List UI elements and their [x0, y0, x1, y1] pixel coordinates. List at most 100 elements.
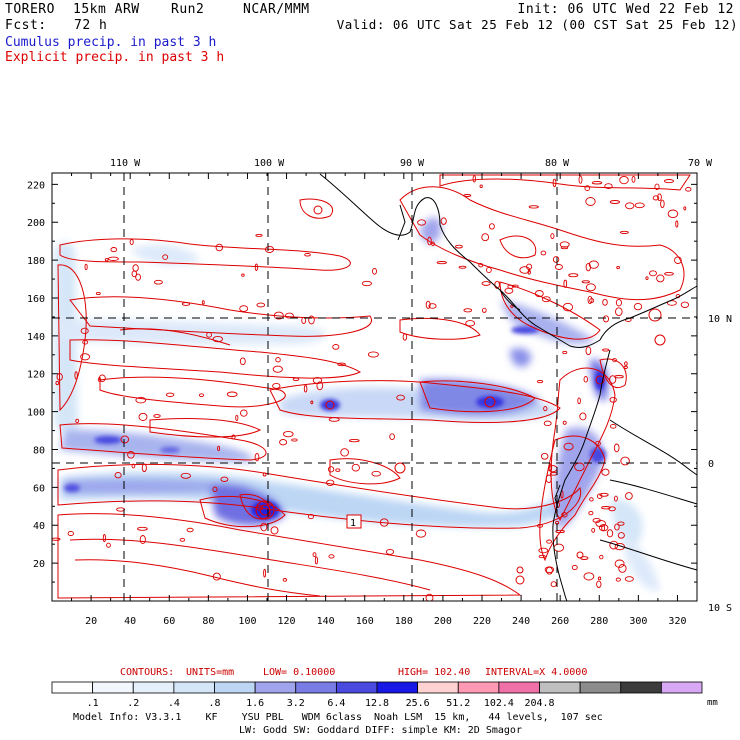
legend-swatch	[173, 681, 215, 694]
y-tick-label: 60	[33, 483, 45, 494]
precip-cell	[301, 316, 307, 325]
x-tick-label: 20	[85, 616, 97, 627]
grid-spacing: 15km ARW	[73, 2, 140, 17]
precip-cell	[536, 523, 544, 528]
precip-cell	[553, 543, 565, 552]
precip-cell	[528, 205, 539, 209]
precip-cell	[206, 332, 213, 338]
precip-cell	[609, 423, 617, 429]
legend-label: .4	[168, 698, 180, 709]
explicit-title: Explicit precip. in past 3 h	[5, 50, 225, 65]
precip-cell	[463, 308, 473, 313]
precip-cell	[540, 452, 549, 460]
precip-cell	[255, 505, 264, 511]
precip-cell	[624, 361, 628, 366]
precip-cell	[602, 315, 610, 323]
legend-swatch	[376, 681, 419, 694]
legend-label: 102.4	[484, 698, 514, 709]
lat-label: 0	[708, 459, 714, 470]
precip-cell	[488, 223, 495, 230]
precip-cell	[104, 257, 109, 262]
precip-cell	[428, 303, 437, 309]
y-tick-label: 120	[27, 370, 45, 381]
precip-cell	[263, 568, 267, 578]
precip-cell	[463, 194, 472, 197]
precip-cell	[609, 396, 617, 403]
precip-cell	[431, 241, 435, 247]
precip-cell	[585, 283, 596, 292]
legend-swatch	[254, 681, 297, 694]
precip-cell	[102, 533, 106, 543]
precip-cell	[272, 382, 281, 389]
precip-cell	[201, 300, 205, 305]
legend-label: .8	[208, 698, 220, 709]
precip-cell	[137, 526, 148, 531]
precip-cell	[181, 302, 191, 306]
x-tick-label: 60	[163, 616, 175, 627]
precip-cell	[617, 532, 625, 539]
precip-cell	[601, 468, 610, 476]
precip-cell	[262, 472, 267, 477]
precip-cell	[481, 281, 491, 286]
precip-cell	[217, 445, 221, 452]
precip-cell	[348, 438, 360, 443]
precip-cell	[504, 287, 514, 294]
precip-cell	[579, 412, 587, 421]
precip-cell	[541, 296, 551, 303]
x-tick-label: 40	[124, 616, 136, 627]
precip-cell	[592, 517, 601, 523]
precip-cell	[562, 350, 568, 355]
legend-label: 204.8	[524, 698, 554, 709]
x-tick-label: 280	[590, 616, 608, 627]
contours-low: LOW= 0.10000	[263, 667, 336, 678]
precip-cell	[129, 239, 134, 245]
precip-cell	[577, 397, 581, 405]
precip-cell	[613, 495, 618, 502]
precip-cell	[588, 260, 599, 269]
precip-cell	[180, 472, 191, 479]
map-marker: 1	[346, 514, 362, 529]
legend-swatch	[457, 681, 500, 694]
precip-cell	[581, 280, 590, 284]
precip-cell	[602, 348, 610, 352]
precip-cell	[389, 433, 395, 441]
precip-cell	[510, 304, 514, 308]
x-tick-label: 300	[629, 616, 647, 627]
x-tick-label: 140	[317, 616, 335, 627]
precip-cell	[526, 263, 533, 270]
legend-swatch	[620, 681, 662, 694]
precip-cell	[95, 291, 101, 296]
precip-cell	[215, 243, 224, 252]
precip-cell	[417, 219, 427, 226]
precip-cell	[624, 576, 634, 582]
precip-cell	[415, 529, 427, 538]
precip-cell	[75, 418, 80, 424]
precip-cell	[583, 376, 589, 383]
precip-cell	[614, 559, 625, 568]
precip-cell	[472, 175, 476, 183]
legend-label: .2	[127, 698, 139, 709]
precip-cell	[619, 230, 629, 234]
precip-cell	[546, 539, 553, 544]
legend-label: .1	[87, 698, 99, 709]
precip-cell	[114, 472, 122, 479]
model-name: TORERO	[5, 2, 55, 17]
precip-cell	[609, 200, 620, 204]
precip-cell	[597, 576, 602, 581]
legend-label: 1.6	[246, 698, 264, 709]
precip-cell	[645, 276, 649, 280]
y-tick-label: 180	[27, 256, 45, 267]
precip-cell	[599, 554, 604, 560]
precip-cell	[560, 246, 569, 250]
legend-swatch	[498, 681, 540, 694]
precip-cell	[367, 351, 379, 358]
precip-cell	[291, 438, 298, 442]
precip-cell	[552, 256, 560, 263]
precip-cell	[186, 527, 194, 533]
scattered-cells	[52, 175, 692, 601]
precip-cell	[554, 264, 563, 270]
precip-cell	[620, 456, 630, 466]
precip-cell	[275, 357, 281, 363]
x-tick-label: 120	[278, 616, 296, 627]
